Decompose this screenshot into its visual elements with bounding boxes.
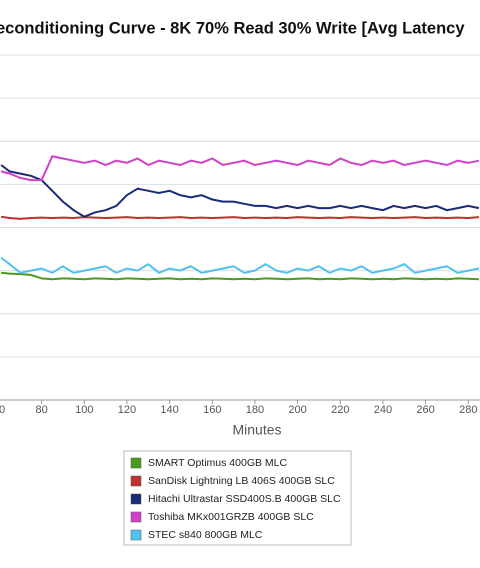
x-tick-label: 100 [75,404,93,416]
legend-swatch [130,511,142,523]
legend-label: SanDisk Lightning LB 406S 400GB SLC [148,475,335,487]
legend-label: STEC s840 800GB MLC [148,529,263,541]
series-line [0,215,479,220]
legend-swatch [130,475,142,487]
x-axis-label: Minutes [232,422,281,438]
x-tick-label: 160 [203,404,221,416]
x-tick-label: 200 [288,404,306,416]
x-tick-label: 140 [160,404,178,416]
legend [123,450,352,546]
series-line [0,155,480,182]
legend-label: SMART Optimus 400GB MLC [148,457,287,469]
legend-swatch [130,457,142,469]
x-tick-label: 240 [374,404,392,416]
x-tick-label: 220 [331,404,349,416]
x-tick-label: 120 [118,404,136,416]
chart-title: econditioning Curve - 8K 70% Read 30% Wr… [0,19,465,37]
x-tick-label: 260 [416,404,434,416]
series-line [0,256,480,274]
x-tick-label: 80 [35,404,47,416]
x-tick-label: 180 [246,404,264,416]
legend-swatch [130,493,142,505]
series-line [0,164,480,218]
legend-label: Hitachi Ultrastar SSD400S.B 400GB SLC [148,493,341,505]
legend-label: Toshiba MKx001GRZB 400GB SLC [148,511,314,523]
series-line [1,271,479,281]
legend-swatch [130,529,142,541]
x-tick-label: 0 [0,404,5,416]
x-tick-label: 280 [459,404,477,416]
